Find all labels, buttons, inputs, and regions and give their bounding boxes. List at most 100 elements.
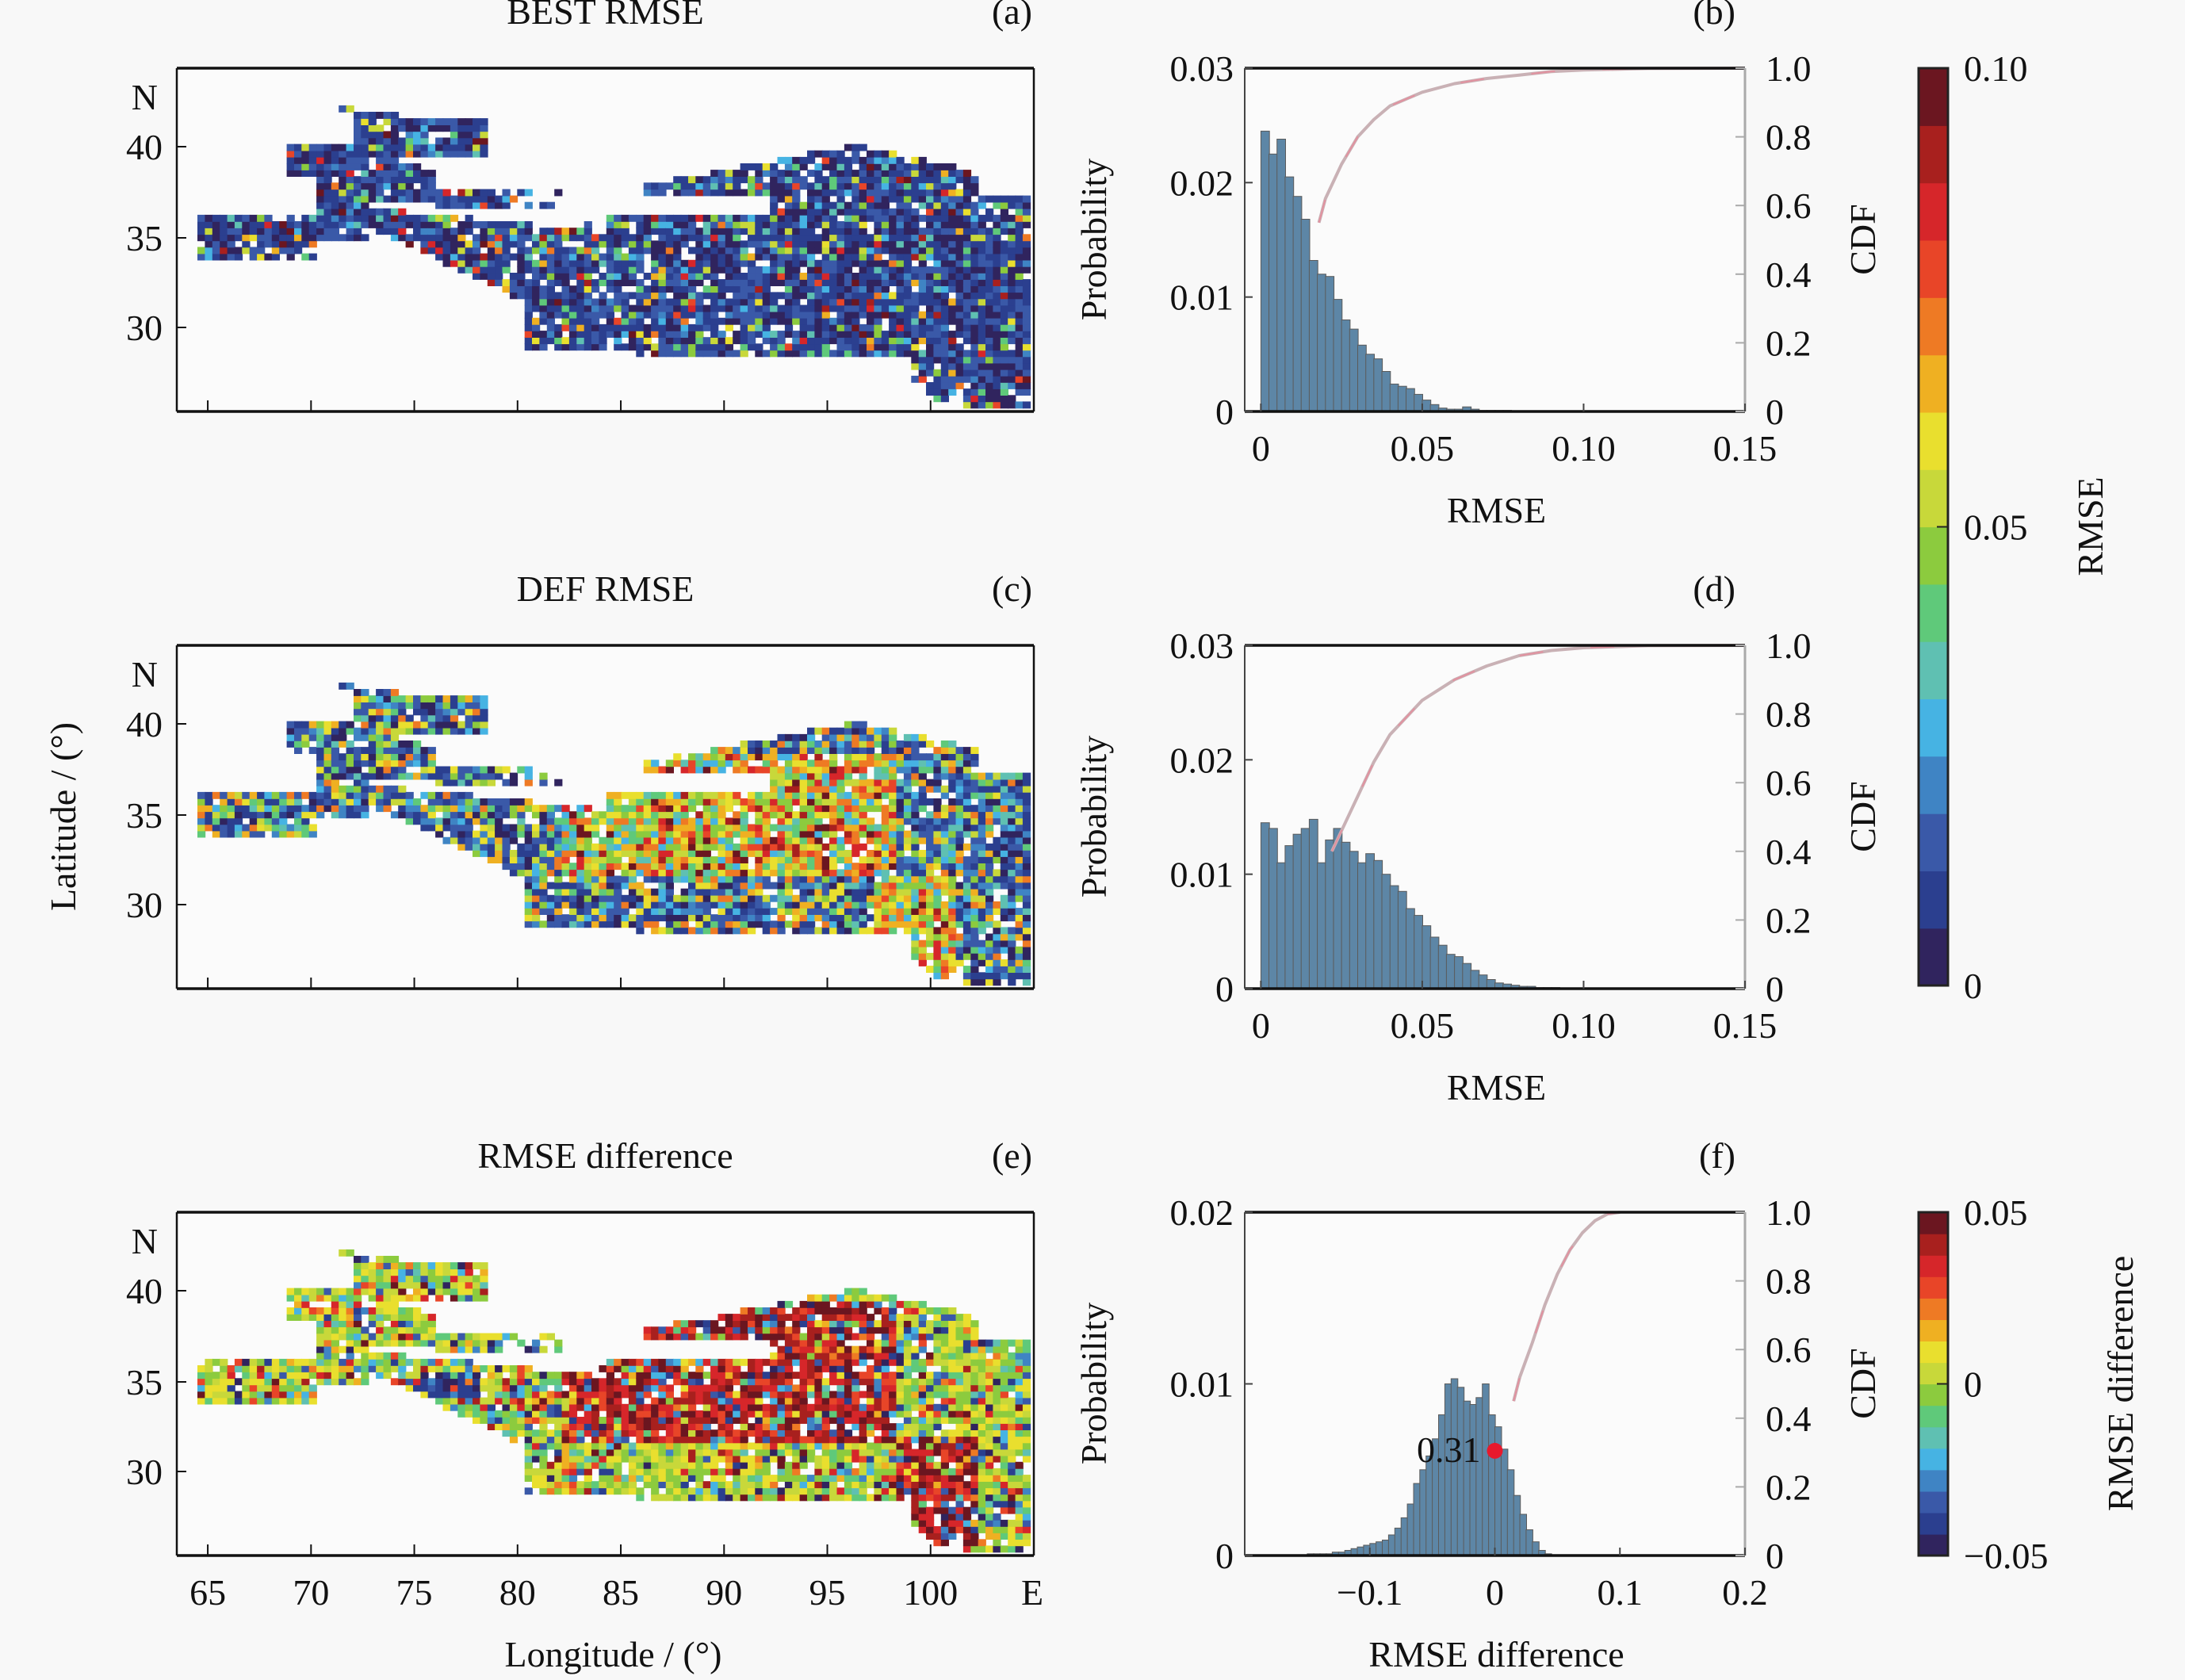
map-cell xyxy=(851,760,860,767)
map-cell xyxy=(1000,791,1008,799)
map-cell xyxy=(450,772,459,780)
map-cell xyxy=(1015,375,1024,383)
map-cell xyxy=(465,791,473,799)
map-cell xyxy=(755,920,763,928)
map-cell xyxy=(301,240,310,248)
map-cell xyxy=(814,259,823,267)
map-cell xyxy=(1008,201,1016,209)
map-cell xyxy=(420,817,429,825)
map-cell xyxy=(576,266,585,274)
map-cell xyxy=(405,214,414,222)
map-cell xyxy=(323,144,332,151)
map-cell xyxy=(1000,214,1008,222)
map-cell xyxy=(762,266,771,274)
map-cell xyxy=(867,798,875,806)
map-cell xyxy=(354,228,362,235)
map-cell xyxy=(844,170,853,177)
map-cell xyxy=(1000,785,1008,793)
map-cell xyxy=(331,733,339,741)
map-cell xyxy=(584,894,592,902)
map-cell xyxy=(249,830,258,838)
map-cell xyxy=(517,189,526,197)
map-cell xyxy=(264,811,273,819)
map-cell xyxy=(614,234,622,242)
map-cell xyxy=(859,285,867,293)
map-cell xyxy=(509,824,519,832)
map-cell xyxy=(316,163,325,170)
map-cell xyxy=(651,888,660,896)
map-cell xyxy=(926,753,935,761)
map-cell xyxy=(398,708,407,716)
map-cell xyxy=(502,766,511,774)
map-cell xyxy=(413,228,422,235)
map-cell xyxy=(770,304,779,312)
map-cell xyxy=(874,189,882,197)
map-cell xyxy=(911,311,920,319)
map-cell xyxy=(918,875,927,883)
map-cell xyxy=(636,920,645,928)
map-cell xyxy=(651,221,660,228)
map-cell xyxy=(896,279,905,286)
map-cell xyxy=(962,888,972,896)
map-cell xyxy=(859,279,867,286)
map-cell xyxy=(710,753,719,761)
map-cell xyxy=(442,137,451,145)
map-cell xyxy=(621,817,629,825)
map-cell xyxy=(836,747,845,754)
map-cell xyxy=(962,966,972,973)
map-cell xyxy=(784,733,794,741)
map-cell xyxy=(383,150,392,158)
map-cell xyxy=(799,285,808,293)
map-cell xyxy=(591,266,600,274)
map-cell xyxy=(836,785,845,793)
map-cell xyxy=(457,702,466,710)
map-cell xyxy=(725,350,733,358)
map-cell xyxy=(286,741,295,748)
map-cell xyxy=(413,798,422,806)
map-cell xyxy=(323,1307,332,1315)
map-cell xyxy=(993,266,1001,274)
map-cell xyxy=(792,830,801,838)
map-cell xyxy=(249,234,258,242)
map-cell xyxy=(420,695,429,702)
map-cell xyxy=(532,875,541,883)
map-cell xyxy=(376,176,385,184)
map-cell xyxy=(316,195,325,203)
map-cell xyxy=(368,733,377,741)
map-cell xyxy=(889,234,897,242)
map-cell xyxy=(933,798,942,806)
map-cell xyxy=(978,856,986,863)
map-cell xyxy=(539,234,548,242)
map-cell xyxy=(450,791,459,799)
map-cell xyxy=(599,843,607,851)
map-cell xyxy=(524,259,533,267)
map-cell xyxy=(376,163,385,170)
map-cell xyxy=(1008,228,1016,235)
map-cell xyxy=(584,331,592,338)
map-cell xyxy=(398,195,407,203)
map-cell xyxy=(450,708,459,716)
map-cell xyxy=(970,914,979,922)
map-cell xyxy=(368,195,377,203)
map-cell xyxy=(561,311,570,319)
map-cell xyxy=(398,741,407,748)
map-cell xyxy=(398,182,407,190)
map-cell xyxy=(368,1352,377,1360)
map-cell xyxy=(881,259,890,267)
map-cell xyxy=(643,337,652,345)
map-cell xyxy=(770,247,779,254)
map-cell xyxy=(1000,369,1008,377)
map-cell xyxy=(301,214,310,222)
map-cell xyxy=(702,863,711,871)
map-cell xyxy=(836,228,845,235)
map-cell xyxy=(748,176,756,184)
map-cell xyxy=(874,240,882,248)
map-cell xyxy=(836,888,845,896)
map-cell xyxy=(896,791,905,799)
map-cell xyxy=(673,901,682,909)
map-cell xyxy=(539,882,548,890)
map-cell xyxy=(740,273,748,280)
map-cell xyxy=(1000,966,1008,973)
map-cell xyxy=(717,234,726,242)
map-cell xyxy=(286,221,295,228)
